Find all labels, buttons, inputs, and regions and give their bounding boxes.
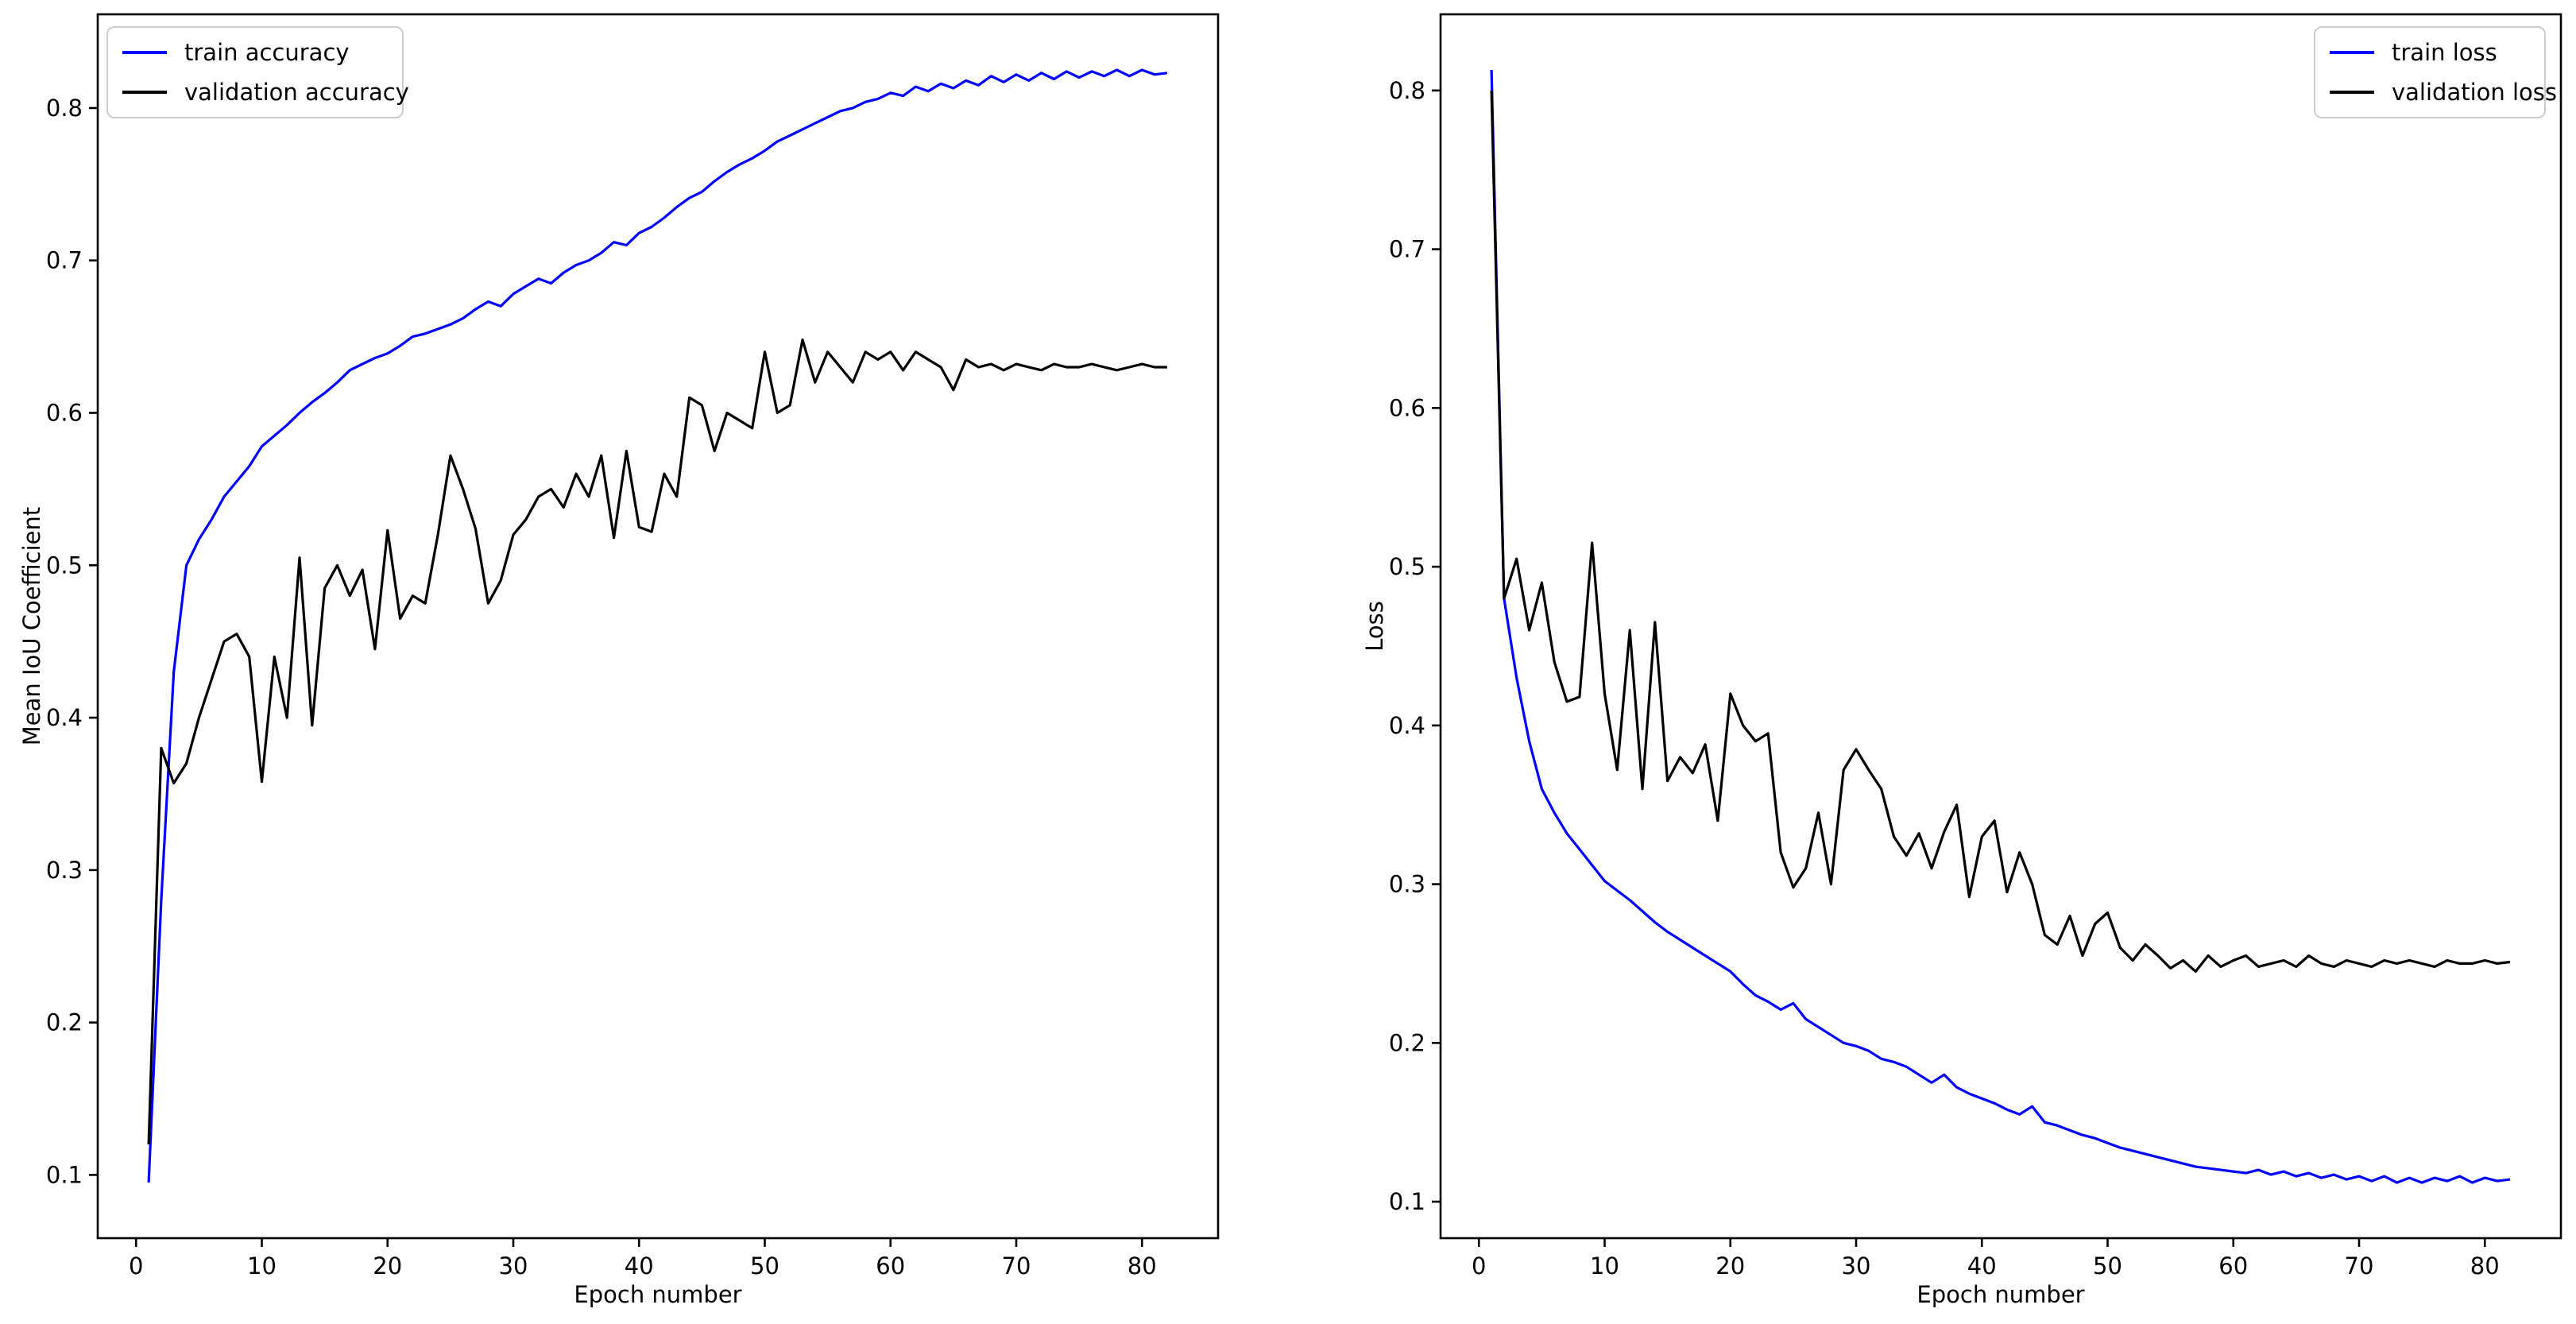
y-tick-label: 0.6 <box>1389 394 1425 421</box>
loss-plot: 0 10 20 30 40 50 60 70 800.10.20.30.40.50.60.70.… <box>1389 13 2562 1279</box>
loss-y-axis-ticks: 0.1 0.2 0.3 0.4 0.5 0.6 0.7 0.8 <box>1389 77 1441 1215</box>
legend-row: train accuracy <box>122 34 388 71</box>
x-tick-label: 70 <box>2345 1252 2374 1279</box>
y-tick-label: 0.4 <box>1389 712 1425 739</box>
train-loss-line <box>1490 69 2511 1184</box>
validation-loss-line <box>1490 90 2511 974</box>
x-tick-label: 40 <box>1967 1252 1997 1279</box>
legend-row: validation accuracy <box>122 74 409 110</box>
train-loss-line-sample <box>2330 51 2374 54</box>
y-tick-label: 0.7 <box>46 247 83 274</box>
loss-axes-frame <box>1439 13 2562 1240</box>
accuracy-plot: 0 10 20 30 40 50 60 70 800.10.20.30.40.50.60.70.… <box>46 13 1220 1279</box>
y-tick-label: 0.1 <box>46 1161 83 1188</box>
loss-x-axis-ticks: 0 10 20 30 40 50 60 70 80 <box>1472 1238 2500 1279</box>
x-tick-label: 80 <box>1127 1252 1157 1279</box>
x-tick-label: 20 <box>1715 1252 1745 1279</box>
loss-x-axis-label: Epoch number <box>1917 1281 2085 1308</box>
y-tick-label: 0.1 <box>1389 1188 1425 1215</box>
y-tick-label: 0.6 <box>46 400 83 427</box>
y-tick-label: 0.3 <box>1389 871 1425 898</box>
y-tick-label: 0.7 <box>1389 236 1425 263</box>
accuracy-y-axis-ticks: 0.1 0.2 0.3 0.4 0.5 0.6 0.7 0.8 <box>46 95 98 1188</box>
x-tick-label: 0 <box>1472 1252 1486 1279</box>
loss-y-axis-label: Loss <box>1361 601 1388 652</box>
x-tick-label: 10 <box>1590 1252 1619 1279</box>
x-tick-label: 30 <box>499 1252 528 1279</box>
x-tick-label: 20 <box>373 1252 402 1279</box>
validation-loss-line-sample <box>2330 91 2374 94</box>
accuracy-axes-frame <box>96 13 1220 1240</box>
y-tick-label: 0.3 <box>46 857 83 884</box>
train-accuracy-line <box>147 68 1168 1183</box>
y-tick-label: 0.5 <box>1389 553 1425 580</box>
validation-accuracy-line <box>147 338 1167 1145</box>
x-tick-label: 60 <box>2218 1252 2248 1279</box>
x-tick-label: 0 <box>129 1252 143 1279</box>
y-tick-label: 0.2 <box>1389 1029 1425 1056</box>
x-tick-label: 50 <box>2093 1252 2122 1279</box>
legend-label: validation loss <box>2392 78 2558 106</box>
accuracy-x-axis-label: Epoch number <box>574 1281 742 1308</box>
y-tick-label: 0.8 <box>1389 77 1425 104</box>
loss-legend: train loss validation loss <box>2314 26 2557 118</box>
x-tick-label: 80 <box>2470 1252 2500 1279</box>
train-accuracy-line-sample <box>122 51 167 54</box>
x-tick-label: 70 <box>1002 1252 1031 1279</box>
legend-label: train accuracy <box>184 38 350 66</box>
y-tick-label: 0.5 <box>46 552 83 579</box>
legend-label: train loss <box>2392 38 2497 66</box>
legend-label: validation accuracy <box>184 78 409 106</box>
x-tick-label: 50 <box>750 1252 779 1279</box>
y-tick-label: 0.2 <box>46 1009 83 1036</box>
y-tick-label: 0.4 <box>46 704 83 731</box>
legend-row: validation loss <box>2330 74 2557 110</box>
x-tick-label: 40 <box>625 1252 654 1279</box>
accuracy-x-axis-ticks: 0 10 20 30 40 50 60 70 80 <box>129 1238 1157 1279</box>
validation-accuracy-line-sample <box>122 91 167 94</box>
x-tick-label: 30 <box>1842 1252 1871 1279</box>
x-tick-label: 10 <box>247 1252 277 1279</box>
y-tick-label: 0.8 <box>46 95 83 122</box>
accuracy-y-axis-label: Mean IoU Coefficient <box>18 506 45 746</box>
accuracy-legend: train accuracy validation accuracy <box>106 26 409 118</box>
legend-row: train loss <box>2330 34 2530 71</box>
x-tick-label: 60 <box>876 1252 905 1279</box>
